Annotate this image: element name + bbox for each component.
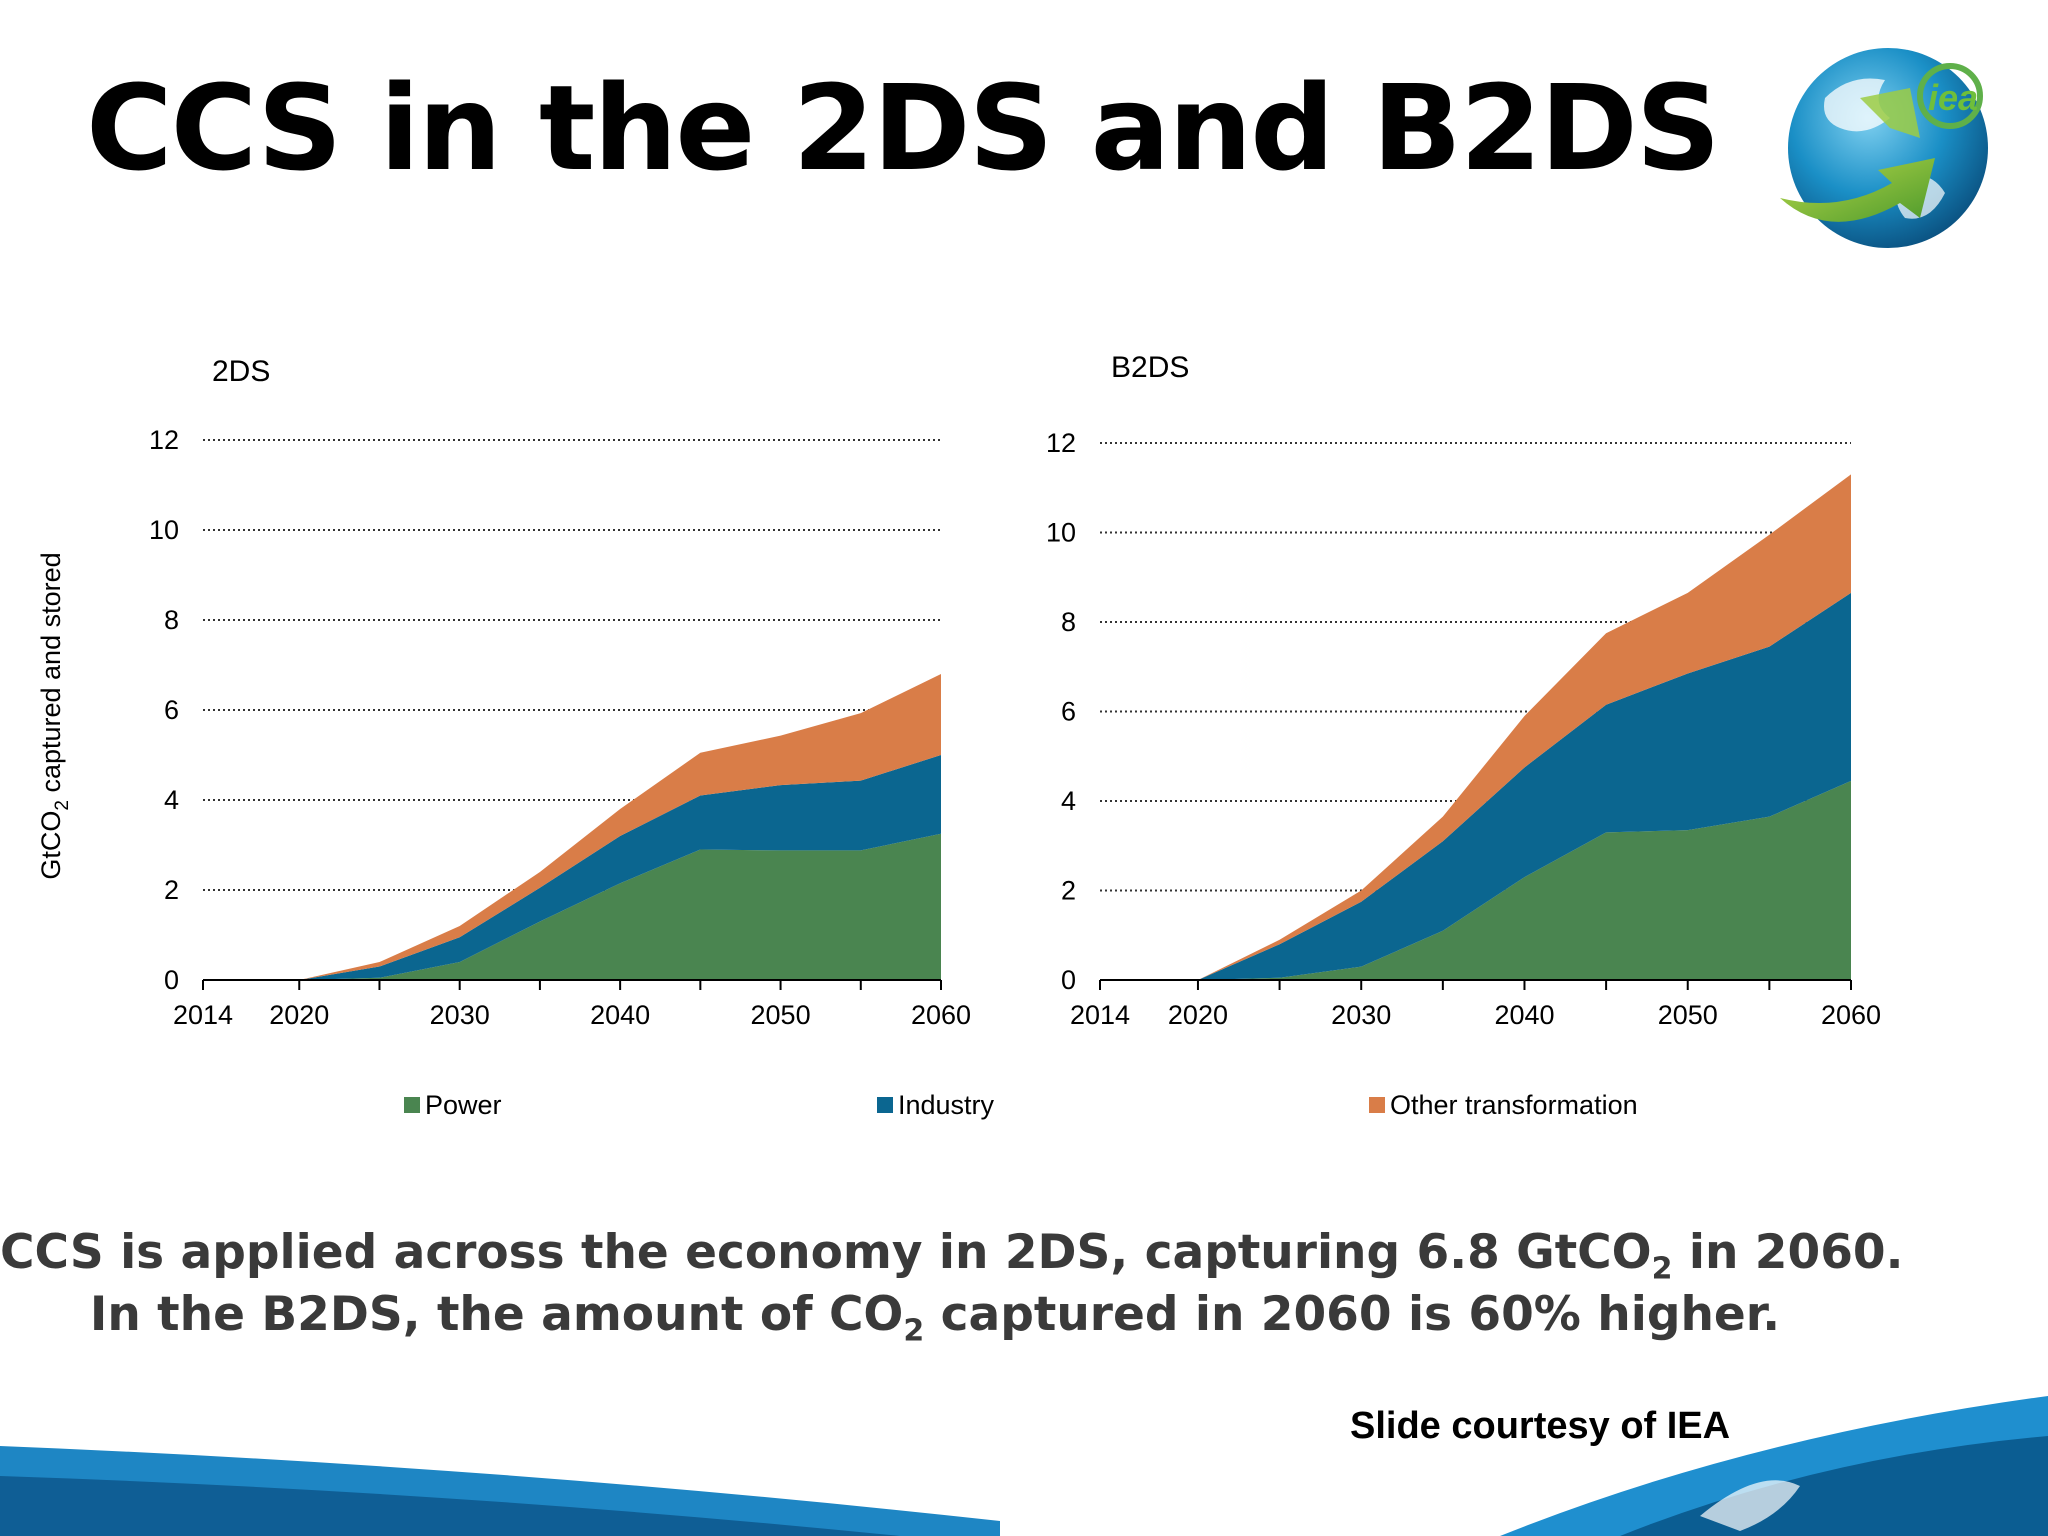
y-tick-label: 2 — [164, 875, 179, 905]
x-tick-label: 2060 — [1821, 1000, 1881, 1030]
footer-wave-decoration — [0, 1396, 2048, 1536]
legend-swatch — [877, 1097, 893, 1113]
y-tick-label: 12 — [149, 425, 179, 455]
y-axis-label: GtCO2 captured and stored — [36, 552, 73, 879]
slide-credit: Slide courtesy of IEA — [1350, 1405, 1731, 1447]
y-tick-label: 12 — [1046, 428, 1076, 458]
iea-globe-logo: iea — [1780, 48, 1988, 248]
y-tick-label: 10 — [1046, 518, 1076, 548]
chart-panel-2ds: 2DS 0 2 4 6 8 10 12 2014 2020 2030 2040 2050 2060 GtCO… — [36, 355, 971, 1030]
x-tick-label: 2050 — [751, 1000, 811, 1030]
x-tick-label: 2020 — [269, 1000, 329, 1030]
y-tick-label: 10 — [149, 515, 179, 545]
y-tick-label: 0 — [1061, 965, 1076, 995]
legend-swatch — [1369, 1097, 1385, 1113]
legend-label: Other transformation — [1390, 1090, 1638, 1120]
x-tick-label: 2050 — [1658, 1000, 1718, 1030]
y-tick-label: 2 — [1061, 876, 1076, 906]
area-other-transformation — [203, 674, 941, 980]
x-tick-label: 2020 — [1168, 1000, 1228, 1030]
x-tick-label: 2040 — [1494, 1000, 1554, 1030]
chart-panel-b2ds: B2DS 0 2 4 6 8 10 12 2014 2020 2030 2040 2050 2060 — [1046, 351, 1881, 1030]
x-tick-label: 2040 — [590, 1000, 650, 1030]
chart-title: B2DS — [1111, 351, 1189, 384]
area-power — [1100, 780, 1851, 980]
caption-line-2: In the B2DS, the amount of CO2 captured … — [89, 1287, 1781, 1349]
legend-label: Power — [425, 1090, 502, 1120]
y-tick-label: 4 — [1061, 786, 1076, 816]
slide-title: CCS in the 2DS and B2DS — [86, 59, 1721, 197]
y-tick-label: 6 — [1061, 697, 1076, 727]
y-tick-label: 0 — [164, 965, 179, 995]
x-tick-label: 2060 — [911, 1000, 971, 1030]
y-tick-label: 8 — [164, 605, 179, 635]
y-tick-label: 4 — [164, 785, 179, 815]
x-tick-label: 2014 — [1070, 1000, 1130, 1030]
x-tick-label: 2030 — [430, 1000, 490, 1030]
caption-line-1: CCS is applied across the economy in 2DS… — [0, 1225, 1904, 1287]
chart-title: 2DS — [212, 355, 270, 388]
y-tick-label: 8 — [1061, 607, 1076, 637]
legend-label: Industry — [898, 1090, 995, 1120]
y-tick-label: 6 — [164, 695, 179, 725]
logo-text: iea — [1928, 77, 1978, 118]
area-industry — [203, 755, 941, 980]
area-industry — [1100, 592, 1851, 980]
legend-swatch — [404, 1097, 420, 1113]
x-tick-label: 2014 — [173, 1000, 233, 1030]
area-power — [203, 833, 941, 980]
chart-legend: Power Industry Other transformation — [404, 1090, 1638, 1120]
x-tick-label: 2030 — [1331, 1000, 1391, 1030]
